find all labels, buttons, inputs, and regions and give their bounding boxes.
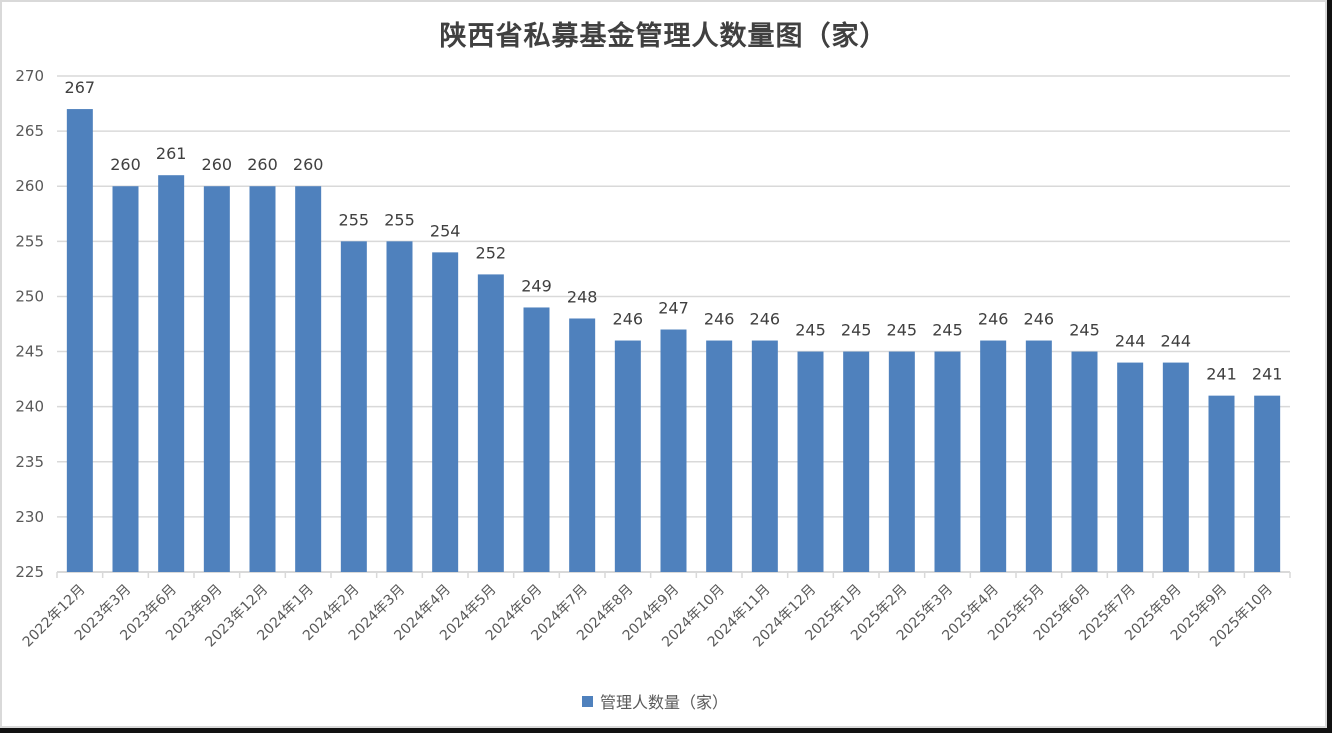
y-tick-label: 235 [15, 453, 44, 471]
data-label: 246 [704, 310, 735, 329]
legend-label: 管理人数量（家） [600, 693, 729, 712]
data-label: 244 [1161, 332, 1192, 351]
data-label: 260 [202, 155, 233, 174]
data-label: 246 [1024, 310, 1055, 329]
legend-swatch-icon [582, 695, 593, 707]
chart-title: 陕西省私募基金管理人数量图（家） [439, 21, 888, 52]
bar [614, 340, 641, 572]
bar [706, 340, 733, 572]
data-label: 261 [156, 144, 187, 163]
bar [660, 329, 687, 572]
data-label: 247 [658, 299, 689, 318]
data-label: 249 [521, 276, 552, 295]
legend: 管理人数量（家） [582, 690, 728, 712]
bar [797, 351, 824, 572]
data-label: 252 [476, 243, 507, 262]
data-label: 260 [247, 155, 278, 174]
bar [386, 241, 413, 573]
bar [66, 109, 93, 573]
data-label: 260 [110, 155, 141, 174]
data-label: 245 [1069, 321, 1100, 340]
bar [569, 318, 596, 572]
bar [249, 186, 276, 572]
y-tick-label: 265 [15, 122, 44, 140]
bar [432, 252, 459, 572]
data-label: 255 [384, 210, 415, 229]
data-label: 246 [613, 310, 644, 329]
bar [340, 241, 367, 573]
y-tick-label: 270 [15, 67, 44, 85]
y-tick-label: 245 [15, 343, 44, 361]
bar [158, 175, 185, 572]
data-label: 245 [887, 321, 918, 340]
data-label: 260 [293, 155, 324, 174]
y-tick-label: 230 [15, 508, 44, 526]
data-label: 255 [339, 210, 370, 229]
bar [980, 340, 1007, 572]
bar [888, 351, 915, 572]
y-tick-label: 255 [15, 232, 44, 250]
bar [751, 340, 778, 572]
bar [1117, 362, 1144, 572]
bar [112, 186, 139, 572]
bar [1162, 362, 1189, 572]
bar [934, 351, 961, 572]
bar [1071, 351, 1098, 572]
data-label: 246 [750, 310, 781, 329]
frame-shadow-bottom [0, 728, 1332, 733]
data-label: 241 [1252, 365, 1283, 384]
data-label: 267 [65, 78, 96, 97]
bar [477, 274, 504, 572]
bar [1025, 340, 1052, 572]
data-label: 244 [1115, 332, 1146, 351]
bar [1208, 395, 1235, 572]
y-tick-label: 240 [15, 398, 44, 416]
y-tick-label: 250 [15, 287, 44, 305]
frame-shadow-right [1327, 0, 1332, 733]
bar [295, 186, 322, 572]
data-label: 254 [430, 221, 461, 240]
bar [1254, 395, 1281, 572]
data-label: 246 [978, 310, 1009, 329]
data-label: 245 [932, 321, 963, 340]
y-tick-label: 225 [15, 563, 44, 581]
data-label: 245 [841, 321, 872, 340]
bar [203, 186, 230, 572]
data-label: 245 [795, 321, 826, 340]
bar [523, 307, 550, 572]
data-label: 241 [1206, 365, 1237, 384]
y-tick-label: 260 [15, 177, 44, 195]
bar [843, 351, 870, 572]
data-label: 248 [567, 287, 598, 306]
